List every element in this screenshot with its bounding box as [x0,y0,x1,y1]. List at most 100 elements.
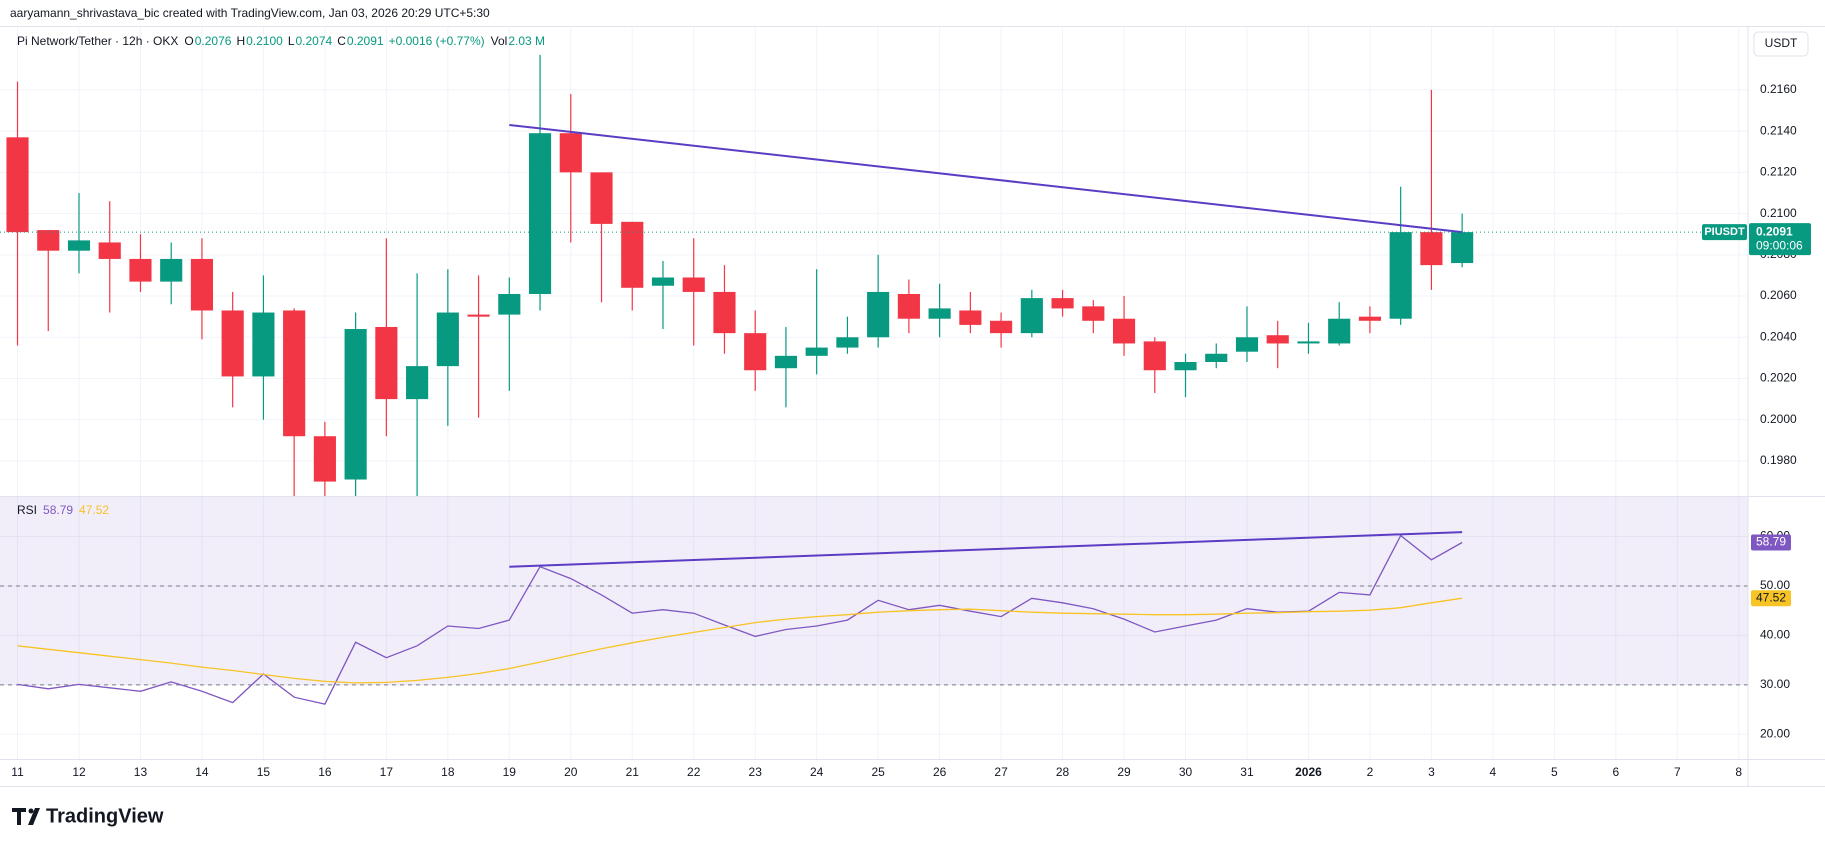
y-tick-label: 0.2140 [1760,123,1797,137]
candle-body [651,277,675,286]
x-tick-label: 27 [994,765,1008,779]
x-tick-label: 25 [871,765,885,779]
candle-body [67,240,91,251]
labels: aaryamann_shrivastava_bic created with T… [10,6,545,517]
rsi-value-box [1751,590,1791,607]
x-tick-label: 5 [1551,765,1558,779]
x-tick-label: 24 [810,765,824,779]
candle-body [1297,341,1320,344]
axes: USDT 11 12 13 14 15 16 17 18 19 20 21 22 23 24 25 26 27 2… [0,26,1825,787]
candle-body [1266,335,1289,344]
candle-body [375,326,398,400]
candle-body [897,293,920,319]
candle-body [744,333,767,371]
legend-text: 0.2091 [347,34,384,48]
legend-text: +0.0016 (+0.77%) [389,34,485,48]
x-tick-label: 31 [1240,765,1254,779]
candle-body [37,230,60,251]
candle-body [406,366,429,400]
candle-body [682,277,705,292]
trendline[interactable] [509,123,1463,234]
candle-body [1082,306,1105,321]
candle-body [528,133,552,294]
candle-body [774,355,798,369]
currency[interactable]: USDT [1765,36,1798,50]
x-tick-label: 19 [503,765,517,779]
price-pane [0,54,1748,496]
currency-box[interactable] [1753,31,1809,57]
candle-body [713,291,736,334]
rsi-line [17,534,1463,705]
candle-body [1328,318,1351,344]
legend-text: 0.2100 [246,34,283,48]
candle-body [252,312,275,377]
symbol-box [1702,224,1747,241]
candle-body [467,314,490,317]
candle-body [129,258,152,282]
candle-body [559,133,582,173]
x-tick-label: 2026 [1295,765,1322,779]
legend-text: 2.03 M [508,34,545,48]
x-tick-label: 28 [1056,765,1070,779]
x-tick-label: 8 [1735,765,1742,779]
candle-body [1205,353,1228,363]
y-tick-label: 0.2120 [1760,165,1797,179]
x-tick-label: 23 [749,765,763,779]
trendline[interactable] [509,531,1463,568]
candle-body [344,329,367,480]
x-tick-label: 18 [441,765,455,779]
x-tick-label: 4 [1490,765,1497,779]
candle-body [867,291,890,338]
candle-body [1174,362,1197,371]
candle-body [283,310,306,437]
candle-body [928,308,951,319]
y-tick-label: 0.2160 [1760,82,1797,96]
y-tick-label: 0.2060 [1760,288,1797,302]
legend-text: 47.52 [79,503,109,517]
x-tick-label: 20 [564,765,578,779]
candle-body [436,312,459,367]
rsi-tick-label: 50.00 [1760,578,1790,592]
y-tick-label: 0.2100 [1760,206,1797,220]
y-tick-label: 0.1980 [1760,453,1797,467]
brand-logo: TradingView [12,805,164,827]
legend-text: 0.2074 [296,34,333,48]
y-tick-label: 0.2000 [1760,412,1797,426]
candle-body [959,310,982,325]
x-tick-label: 21 [626,765,640,779]
candle-body [990,320,1013,334]
rsi-pane [0,497,1748,705]
candle-body [1451,232,1474,264]
candle-body [1420,232,1443,266]
credit: aaryamann_shrivastava_bic created with T… [10,6,490,20]
candle-body [1389,232,1412,319]
x-tick-label: 26 [933,765,947,779]
x-tick-label: 22 [687,765,701,779]
symbol-label: PIUSDT [1704,226,1745,238]
rsi-value-box [1751,534,1791,551]
legend-text: O [184,34,193,48]
x-tick-label: 16 [318,765,332,779]
rsi-band [0,497,1748,685]
legend-text: 58.79 [43,503,73,517]
x-tick-label: 3 [1428,765,1435,779]
price-box [1749,223,1811,256]
legend-text: C [337,34,346,48]
x-tick-label: 13 [134,765,148,779]
legend-text: L [288,34,295,48]
legend-text: H [236,34,245,48]
candle-body [1235,337,1259,352]
x-tick-label: 14 [195,765,209,779]
logo-v [28,808,40,825]
candle-body [498,293,521,315]
candle-body [313,436,336,482]
x-tick-label: 2 [1367,765,1374,779]
x-tick-label: 11 [11,765,24,779]
x-tick-label: 7 [1674,765,1681,779]
candle-body [221,310,244,377]
rsi-line [17,597,1463,684]
rsi-tick-label: 30.00 [1760,677,1790,691]
candle-body [1358,316,1382,321]
